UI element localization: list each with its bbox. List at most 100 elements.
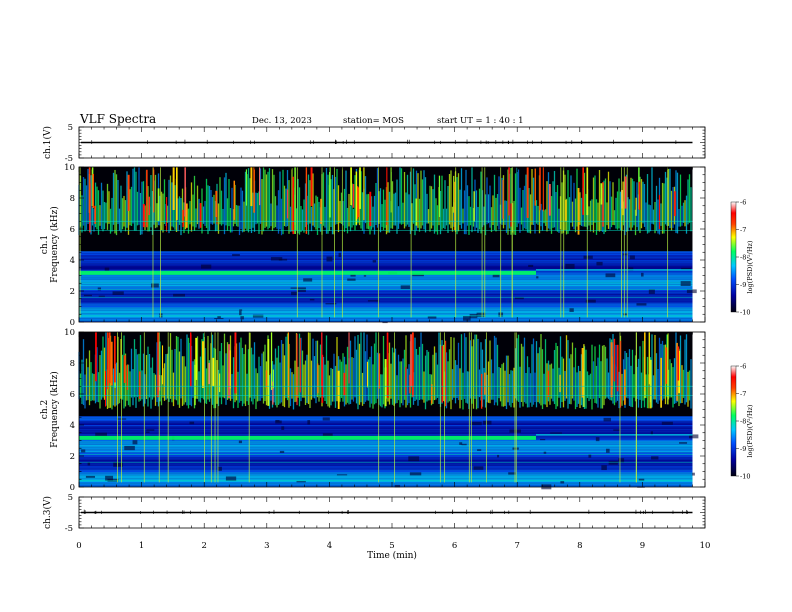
noise-gap (173, 293, 186, 297)
x-tick-label: 6 (452, 541, 457, 551)
noise-streak (79, 303, 693, 305)
noise-streak (79, 254, 693, 257)
noise-streak (79, 285, 693, 288)
noise-streak (79, 424, 693, 427)
x-tick-label: 4 (327, 541, 332, 551)
noise-gap (239, 310, 242, 316)
noise-gap (583, 255, 593, 259)
noise-streak (79, 292, 693, 294)
noise-streak (79, 481, 693, 484)
y-axis-label: ch.1(V) (42, 126, 53, 159)
noise-streak (79, 304, 693, 306)
noise-gap (217, 316, 221, 319)
noise-streak (79, 468, 693, 470)
noise-gap (83, 294, 92, 297)
noise-gap (550, 432, 563, 434)
noise-gap (681, 267, 692, 271)
x-tick-label: 0 (76, 541, 81, 551)
noise-streak (79, 426, 693, 428)
colorbar-tick-label: -6 (740, 199, 746, 207)
y-tick-label: -5 (65, 524, 73, 534)
noise-streak (79, 469, 693, 471)
noise-gap (367, 300, 380, 302)
y-tick-label: 4 (70, 421, 75, 431)
noise-streak (79, 448, 693, 450)
noise-streak (79, 478, 693, 480)
noise-streak (79, 419, 693, 422)
noise-gap (112, 291, 124, 295)
noise-streak (79, 320, 693, 322)
x-tick-label: 1 (139, 541, 144, 551)
noise-streak (79, 256, 693, 258)
noise-gap (514, 297, 524, 300)
channel-label: ch.1 (40, 235, 50, 254)
ch1-spectrogram-panel: 0 2 4 6 8 10 ch.1 Frequency (kHz) (40, 163, 706, 328)
noise-gap (296, 480, 306, 483)
noise-gap (618, 458, 625, 463)
colorbar-tick-label: -9 (740, 445, 746, 453)
y-axis-label: Frequency (kHz) (49, 371, 60, 448)
x-tick-label: 3 (264, 541, 269, 551)
noise-gap (569, 308, 574, 312)
noise-streak (79, 267, 693, 269)
noise-streak (79, 473, 693, 475)
noise-streak (79, 417, 693, 419)
noise-gap (322, 417, 330, 421)
noise-gap (382, 321, 388, 324)
noise-gap (408, 456, 420, 462)
noise-streak (79, 464, 693, 466)
y-tick-label: 10 (64, 328, 75, 338)
noise-gap (400, 285, 410, 290)
noise-streak (79, 257, 693, 259)
noise-gap (692, 472, 695, 476)
noise-streak (79, 477, 693, 479)
noise-streak (79, 462, 693, 464)
noise-streak (79, 302, 693, 304)
noise-streak (79, 278, 693, 280)
noise-gap (459, 442, 463, 445)
colorbar-label: log(PSD)(V²/Hz) (746, 404, 754, 457)
y-tick-label: 6 (70, 390, 75, 400)
noise-gap (461, 443, 467, 446)
noise-gap (638, 478, 645, 481)
ch1-colorbar: -6 -7 -8 -9 -10 log(PSD)(V²/Hz) (730, 199, 754, 317)
colorbar-tick-label: -10 (740, 473, 750, 481)
noise-gap (239, 309, 243, 311)
figure-title: VLF Spectra (79, 112, 156, 126)
noise-streak (79, 262, 693, 264)
noise-gap (150, 283, 159, 288)
colorbar-tick-label: -10 (740, 309, 750, 317)
noise-streak (79, 439, 693, 442)
noise-gap (97, 287, 102, 291)
x-tick-label: 7 (514, 541, 519, 551)
noise-gap (636, 303, 647, 306)
y-tick-label: -5 (65, 154, 73, 164)
noise-streak (79, 298, 693, 300)
noise-gap (214, 318, 224, 320)
y-tick-label: 4 (70, 256, 75, 266)
noise-gap (124, 445, 135, 451)
noise-streak (79, 484, 693, 486)
noise-streak (79, 258, 693, 260)
noise-streak (79, 472, 693, 474)
noise-streak (79, 279, 693, 282)
colorbar-tick-label: -7 (740, 390, 746, 398)
noise-streak (79, 480, 693, 483)
noise-gap (252, 314, 264, 318)
noise-streak (79, 442, 693, 444)
noise-gap (159, 313, 163, 318)
noise-gap (238, 440, 242, 444)
noise-gap (232, 254, 240, 257)
noise-streak (79, 319, 693, 321)
noise-gap (347, 278, 356, 281)
noise-streak (79, 433, 693, 435)
station-label: station= MOS (343, 116, 404, 126)
noise-streak (79, 431, 693, 433)
noise-gap (372, 260, 377, 263)
noise-gap (492, 274, 500, 278)
y-tick-label: 0 (70, 318, 75, 328)
ch1-waveform-panel: 5 -5 ch.1(V) (42, 123, 706, 164)
date-label: Dec. 13, 2023 (252, 116, 312, 126)
noise-gap (394, 484, 401, 488)
y-tick-label: 5 (68, 123, 73, 133)
